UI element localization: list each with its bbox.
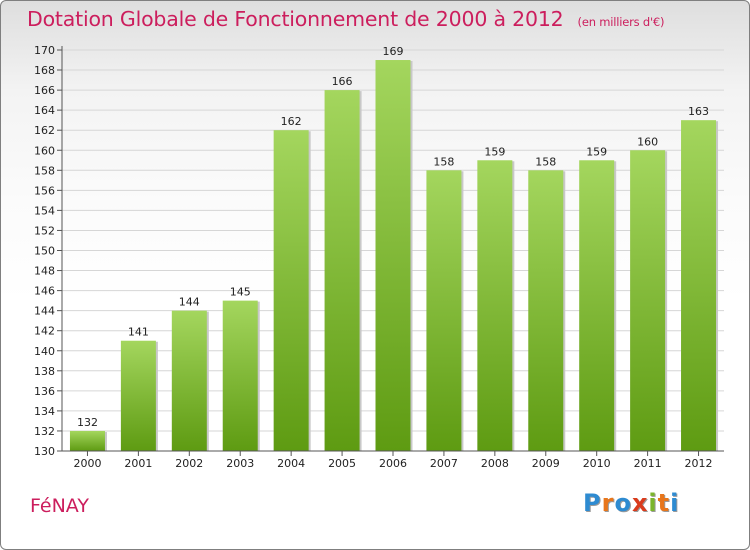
chart-title: Dotation Globale de Fonctionnement de 20… — [27, 7, 665, 31]
bar-value-label: 159 — [484, 145, 505, 158]
y-tick-label: 134 — [34, 405, 55, 418]
bar-value-label: 159 — [586, 145, 607, 158]
bar-2012 — [681, 120, 717, 452]
y-tick-label: 158 — [34, 164, 55, 177]
bar-2011 — [630, 150, 666, 451]
bar-value-label: 162 — [281, 115, 302, 128]
x-tick-label: 2009 — [532, 457, 560, 470]
y-tick-label: 170 — [34, 44, 55, 57]
y-tick-label: 142 — [34, 325, 55, 338]
logo-letter: o — [614, 489, 632, 517]
y-tick-label: 154 — [34, 204, 55, 217]
bar-2009 — [528, 170, 564, 452]
x-tick-label: 2003 — [226, 457, 254, 470]
y-tick-label: 130 — [34, 445, 55, 458]
x-tick-label: 2008 — [481, 457, 509, 470]
x-tick-label: 2005 — [328, 457, 356, 470]
y-tick-label: 164 — [34, 104, 55, 117]
bar-2008 — [477, 160, 513, 451]
bar-value-label: 166 — [332, 75, 353, 88]
y-tick-label: 138 — [34, 365, 55, 378]
bar-value-label: 144 — [179, 296, 200, 309]
x-tick-label: 2011 — [634, 457, 662, 470]
bar-value-label: 158 — [535, 155, 556, 168]
logo-letter: P — [583, 489, 602, 517]
bar-value-label: 169 — [383, 45, 404, 58]
y-tick-label: 162 — [34, 124, 55, 137]
y-tick-label: 166 — [34, 84, 55, 97]
axes — [57, 46, 724, 456]
bar-2003 — [222, 300, 258, 451]
y-tick-label: 144 — [34, 305, 55, 318]
bar-value-label: 141 — [128, 326, 149, 339]
bar-2010 — [579, 160, 615, 451]
bar-value-label: 163 — [688, 105, 709, 118]
y-tick-label: 156 — [34, 184, 55, 197]
bar-value-label: 132 — [77, 416, 98, 429]
y-tick-label: 148 — [34, 265, 55, 278]
logo-letter: r — [601, 489, 615, 517]
x-tick-label: 2007 — [430, 457, 458, 470]
bar-2001 — [120, 340, 156, 451]
bar-value-label: 158 — [433, 155, 454, 168]
y-tick-label: 152 — [34, 224, 55, 237]
bars — [69, 60, 719, 452]
logo-letter: i — [670, 489, 680, 517]
city-name: FéNAY — [30, 495, 89, 517]
bar-value-label: 160 — [637, 135, 658, 148]
x-tick-label: 2002 — [175, 457, 203, 470]
logo-letter: t — [657, 489, 671, 517]
x-tick-label: 2004 — [277, 457, 305, 470]
x-tick-label: 2010 — [583, 457, 611, 470]
bar-2004 — [273, 130, 309, 451]
bar-value-label: 145 — [230, 286, 251, 299]
proxiti-logo[interactable]: Proxiti — [583, 489, 679, 517]
x-tick-label: 2012 — [685, 457, 713, 470]
x-tick-label: 2000 — [73, 457, 101, 470]
bar-2007 — [426, 170, 462, 452]
bar-2000 — [69, 430, 105, 451]
y-tick-label: 136 — [34, 385, 55, 398]
y-tick-label: 150 — [34, 245, 55, 258]
bar-2005 — [324, 90, 360, 451]
title-unit: (en milliers d'€) — [577, 15, 665, 29]
labels: 130 132 134 136 138 140 142 144 146 148 150 152 154 1… — [34, 44, 713, 470]
logo-letter: i — [648, 489, 658, 517]
y-tick-label: 140 — [34, 345, 55, 358]
y-tick-label: 168 — [34, 64, 55, 77]
x-tick-label: 2001 — [124, 457, 152, 470]
bar-2006 — [375, 60, 411, 452]
logo-letter: x — [631, 489, 649, 517]
x-tick-label: 2006 — [379, 457, 407, 470]
y-tick-label: 132 — [34, 425, 55, 438]
y-tick-label: 160 — [34, 144, 55, 157]
bar-2002 — [171, 310, 207, 451]
y-tick-label: 146 — [34, 285, 55, 298]
title-text: Dotation Globale de Fonctionnement de 20… — [27, 7, 564, 31]
